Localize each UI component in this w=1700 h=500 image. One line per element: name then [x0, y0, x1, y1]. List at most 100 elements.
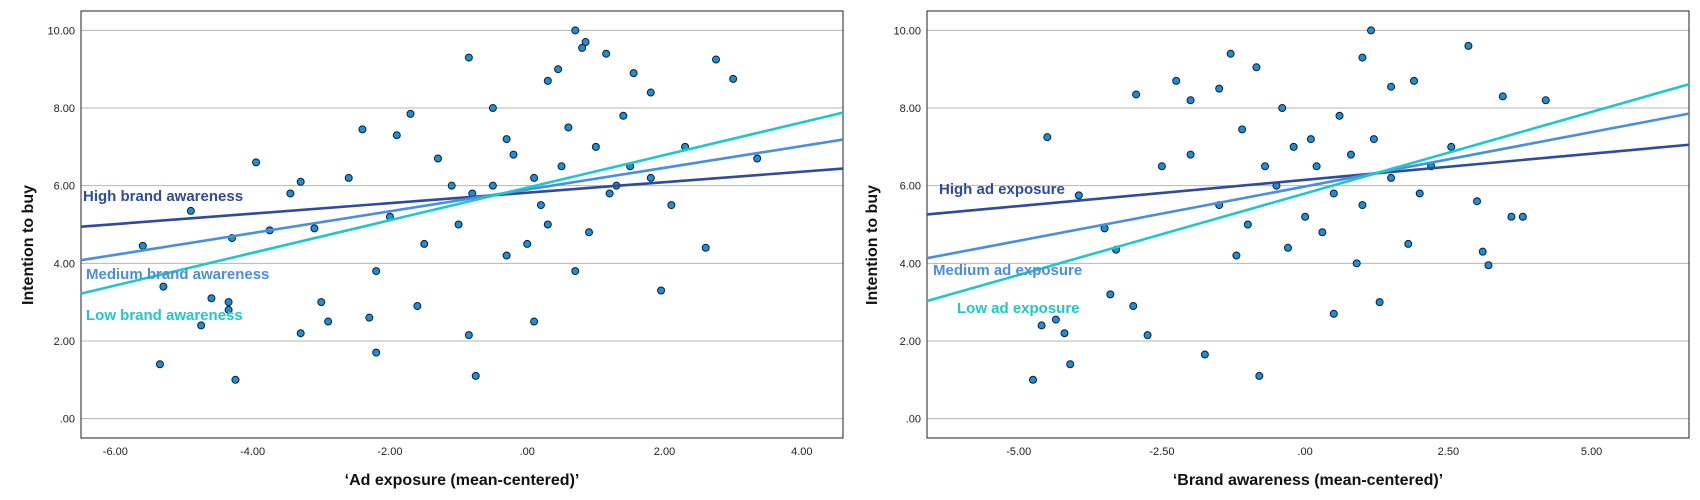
left-data-point	[543, 220, 552, 229]
right-data-point	[1289, 142, 1298, 151]
left-fit-line-high-brand-awareness	[80, 167, 844, 229]
right-data-point	[1238, 125, 1247, 134]
right-data-point	[1464, 41, 1473, 50]
left-data-point	[564, 123, 573, 132]
left-data-point	[310, 224, 319, 233]
left-label-medium-brand-awareness: Medium brand awareness	[86, 266, 269, 283]
right-data-point	[1518, 212, 1527, 221]
right-data-point	[1037, 321, 1046, 330]
right-data-point	[1415, 189, 1424, 198]
left-data-point	[591, 142, 600, 151]
right-data-point	[1060, 329, 1069, 338]
right-data-point	[1252, 63, 1261, 72]
left-y-tick-labels: .00 2.00 4.00 6.00 8.00 10.00	[47, 25, 75, 425]
right-data-point	[1255, 371, 1264, 380]
right-data-point	[1375, 298, 1384, 307]
right-data-point	[1367, 26, 1376, 35]
right-data-point	[1387, 82, 1396, 91]
right-data-point	[1404, 239, 1413, 248]
right-data-point	[1261, 162, 1270, 171]
right-data-point	[1157, 162, 1166, 171]
right-data-point	[1066, 360, 1075, 369]
left-data-point	[554, 65, 563, 74]
right-x-tick-label: 5.00	[1581, 446, 1602, 458]
left-y-axis-title: Intention to buy	[20, 185, 37, 305]
left-data-point	[557, 162, 566, 171]
left-data-point	[657, 286, 666, 295]
right-plot-frame	[926, 10, 1690, 439]
left-data-point	[729, 74, 738, 83]
right-data-point	[1352, 259, 1361, 268]
left-data-point	[571, 267, 580, 276]
left-data-point	[296, 177, 305, 186]
left-data-point	[317, 298, 326, 307]
right-label-high-ad-exposure: High ad exposure	[939, 181, 1065, 198]
left-x-tick-label: 2.00	[654, 446, 675, 458]
left-data-point	[536, 201, 545, 210]
left-data-point	[471, 371, 480, 380]
right-data-point	[1335, 111, 1344, 120]
left-data-point	[543, 76, 552, 85]
right-data-point	[1358, 53, 1367, 62]
left-y-tick-label: 6.00	[54, 181, 75, 193]
right-data-point	[1215, 84, 1224, 93]
right-data-point	[1369, 135, 1378, 144]
left-data-point	[629, 69, 638, 78]
right-data-point	[1312, 162, 1321, 171]
left-data-point	[344, 173, 353, 182]
right-data-point	[1387, 173, 1396, 182]
left-data-point	[406, 109, 415, 118]
right-data-point	[1143, 331, 1152, 340]
left-data-point	[646, 173, 655, 182]
left-data-point	[207, 294, 216, 303]
left-fit-lines	[80, 111, 844, 295]
left-data-point	[602, 49, 611, 58]
left-data-point	[502, 251, 511, 260]
right-fit-lines	[926, 82, 1690, 303]
left-label-low-brand-awareness: Low brand awareness	[86, 307, 243, 324]
right-x-tick-label: -5.00	[1006, 446, 1031, 458]
left-data-point	[372, 267, 381, 276]
right-data-point	[1507, 212, 1516, 221]
right-y-tick-labels: .00 2.00 4.00 6.00 8.00 10.00	[893, 25, 921, 425]
right-data-point	[1541, 96, 1550, 105]
left-data-point	[324, 317, 333, 326]
left-data-point	[571, 26, 580, 35]
left-data-point	[138, 241, 147, 250]
right-y-tick-label: 8.00	[900, 103, 921, 115]
left-y-tick-label: 4.00	[54, 258, 75, 270]
left-data-point	[581, 38, 590, 47]
right-data-point	[1358, 201, 1367, 210]
left-data-point	[365, 313, 374, 322]
left-data-point	[224, 305, 233, 314]
right-data-point	[1447, 142, 1456, 151]
left-data-point	[155, 360, 164, 369]
right-y-tick-label: 10.00	[893, 25, 921, 37]
left-data-point	[231, 375, 240, 384]
right-data-point	[1243, 220, 1252, 229]
left-data-point	[530, 317, 539, 326]
left-x-tick-label: -2.00	[377, 446, 402, 458]
left-fit-line-low-brand-awareness	[80, 111, 844, 295]
right-x-tick-label: -2.50	[1149, 446, 1174, 458]
right-data-point	[1329, 309, 1338, 318]
left-plot-frame	[80, 10, 844, 439]
right-data-point	[1484, 261, 1493, 270]
left-data-point	[488, 104, 497, 113]
left-y-tick-label: 2.00	[54, 336, 75, 348]
right-data-point	[1498, 92, 1507, 101]
left-data-point	[753, 154, 762, 163]
right-data-point	[1132, 90, 1141, 99]
right-y-tick-label: 6.00	[900, 181, 921, 193]
left-data-point	[392, 131, 401, 140]
right-data-point	[1200, 350, 1209, 359]
left-data-point	[712, 55, 720, 64]
left-data-point	[464, 331, 473, 340]
left-data-point	[159, 282, 168, 291]
left-x-tick-label: -6.00	[103, 446, 128, 458]
left-y-tick-label: .00	[60, 414, 75, 426]
left-y-tick-label: 8.00	[54, 103, 75, 115]
left-data-point	[286, 189, 295, 198]
right-y-axis-title: Intention to buy	[864, 185, 881, 305]
